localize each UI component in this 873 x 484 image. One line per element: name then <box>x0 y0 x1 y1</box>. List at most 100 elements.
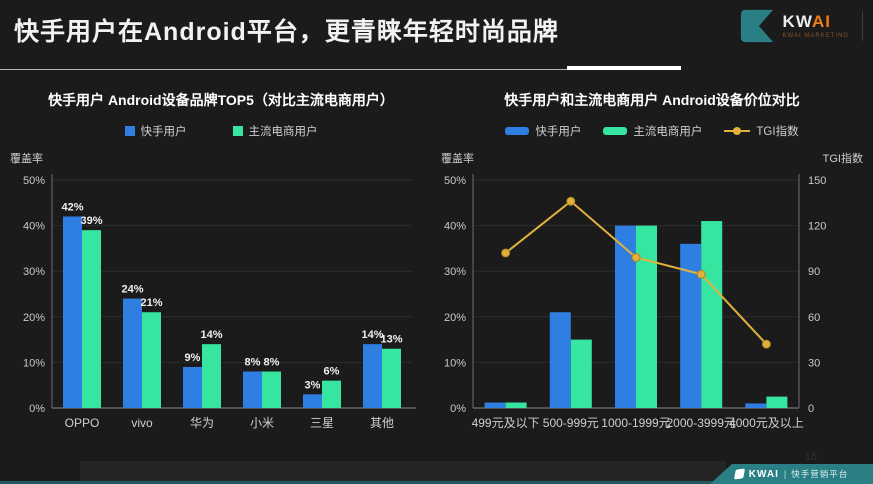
y-tick-label: 40% <box>444 221 466 233</box>
bar-value-label: 21% <box>140 297 162 309</box>
wordmark-ai: AI <box>811 12 831 31</box>
legend-swatch <box>505 127 530 135</box>
tgi-point <box>696 269 706 279</box>
footer-kwai-icon <box>733 468 745 480</box>
bar-快手用户 <box>243 371 262 408</box>
bar-value-label: 8% <box>245 357 261 369</box>
y-tick-label: 50% <box>444 175 466 187</box>
y-axis-title: 覆盖率 <box>441 151 474 165</box>
brand-top5-title: 快手用户 Android设备品牌TOP5（对比主流电商用户） <box>48 92 394 108</box>
y-tick-label: 30% <box>23 266 45 278</box>
x-category-label: 1000-1999元 <box>601 416 670 430</box>
x-category-label: vivo <box>131 416 153 430</box>
bar-value-label: 42% <box>61 201 83 213</box>
bar-主流电商用户 <box>570 339 592 408</box>
legend-swatch <box>232 126 243 136</box>
price-range-title: 快手用户和主流电商用户 Android设备价位对比 <box>504 92 800 108</box>
bar-主流电商用户 <box>142 312 161 408</box>
brand-top5-legend: 快手用户 主流电商用户 <box>6 120 436 142</box>
bar-快手用户 <box>745 403 767 408</box>
y-tick-label: 0% <box>29 403 45 415</box>
bar-value-label: 14% <box>200 329 222 341</box>
bar-快手用户 <box>615 225 636 408</box>
price-range-chart: 0% 10% 20% 30% 40% 50% 0 30 60 90 120 150 覆盖率 TGI指数 49… <box>441 151 863 430</box>
footer-brand-divider: | <box>783 469 787 479</box>
y-tick-label: 10% <box>444 357 466 369</box>
page-title: 快手用户在Android平台，更青睐年轻时尚品牌 <box>14 18 559 46</box>
bar-主流电商用户 <box>701 221 723 408</box>
y-tick-label-right: 90 <box>808 266 820 278</box>
bar-value-label: 24% <box>121 284 143 296</box>
legend-item: 快手用户 <box>505 123 581 139</box>
brand-top5-chart: 0% 10% 20% 30% 40% 50% 覆盖率 OPPO vivo 华为 小米 三星 其他 42% 2… <box>10 151 416 430</box>
x-category-label: 500-999元 <box>543 416 599 430</box>
bar-主流电商用户 <box>202 344 221 408</box>
legend-item: 主流电商用户 <box>232 123 318 139</box>
y-tick-label: 20% <box>23 312 45 324</box>
footer-platform: 快手营销平台 <box>791 469 849 479</box>
x-category-label: 2000-3999元 <box>667 416 736 430</box>
y-tick-label: 10% <box>23 357 45 369</box>
y-axis-title-right: TGI指数 <box>823 151 863 165</box>
x-category-label: 三星 <box>310 416 334 430</box>
tgi-point <box>761 339 771 349</box>
bar-value-label: 8% <box>264 357 280 369</box>
page-number: 16 <box>804 451 817 463</box>
bar-主流电商用户 <box>262 371 281 408</box>
bar-主流电商用户 <box>636 225 657 408</box>
bar-主流电商用户 <box>505 402 527 408</box>
brand-top5-panel: 快手用户 Android设备品牌TOP5（对比主流电商用户） 快手用户 主流电商用… <box>6 90 436 436</box>
bar-快手用户 <box>123 298 142 408</box>
tgi-point <box>501 248 511 258</box>
legend-label: 快手用户 <box>140 126 187 138</box>
x-category-label: OPPO <box>65 416 100 430</box>
y-tick-label-right: 150 <box>808 175 826 187</box>
kwai-logo: KWAI KWAI MARKETING <box>738 8 863 44</box>
y-tick-label-right: 60 <box>808 312 820 324</box>
legend-label: 主流电商用户 <box>248 126 318 138</box>
wordmark-kw: KW <box>782 12 812 31</box>
y-tick-label-right: 30 <box>808 357 820 369</box>
bar-主流电商用户 <box>322 380 341 408</box>
bar-主流电商用户 <box>382 348 401 408</box>
bar-快手用户 <box>484 402 506 408</box>
title-underline-thick <box>567 66 681 70</box>
title-underline-thin <box>0 69 681 70</box>
legend-swatch <box>603 127 628 135</box>
bar-快手用户 <box>680 243 702 408</box>
footer-brand: KWAI <box>748 468 779 480</box>
kwai-logo-icon <box>740 9 773 43</box>
legend-item: 快手用户 <box>124 123 187 139</box>
bar-主流电商用户 <box>82 230 101 408</box>
bar-快手用户 <box>549 312 571 408</box>
y-tick-label: 0% <box>450 403 466 415</box>
legend-item: 主流电商用户 <box>603 123 702 139</box>
bar-快手用户 <box>63 216 82 408</box>
logo-tagline: KWAI MARKETING <box>782 33 849 39</box>
bar-快手用户 <box>363 344 382 408</box>
x-category-label: 4000元及以上 <box>729 416 804 430</box>
footer-rect <box>80 461 726 484</box>
x-category-label: 其他 <box>370 416 394 430</box>
bar-value-label: 13% <box>380 334 402 346</box>
footer-accent-line <box>0 481 873 484</box>
y-tick-label: 20% <box>444 312 466 324</box>
x-category-label: 499元及以下 <box>472 416 540 430</box>
bar-快手用户 <box>183 366 202 408</box>
bar-value-label: 39% <box>80 215 102 227</box>
y-tick-label: 50% <box>23 175 45 187</box>
tgi-point <box>566 196 576 206</box>
y-tick-label-right: 0 <box>808 403 814 415</box>
bar-快手用户 <box>303 394 322 408</box>
y-tick-label: 40% <box>23 221 45 233</box>
price-range-legend: 快手用户 主流电商用户 TGI指数 <box>437 120 867 142</box>
bar-value-label: 6% <box>324 366 340 378</box>
kwai-wordmark: KWAI KWAI MARKETING <box>783 13 849 39</box>
legend-line-swatch <box>724 127 751 135</box>
legend-swatch <box>124 126 135 136</box>
legend-label: TGI指数 <box>756 126 799 138</box>
legend-item: TGI指数 <box>724 123 799 139</box>
price-range-panel: 快手用户和主流电商用户 Android设备价位对比 快手用户 主流电商用户 TGI指… <box>437 90 867 436</box>
bar-value-label: 14% <box>361 329 383 341</box>
